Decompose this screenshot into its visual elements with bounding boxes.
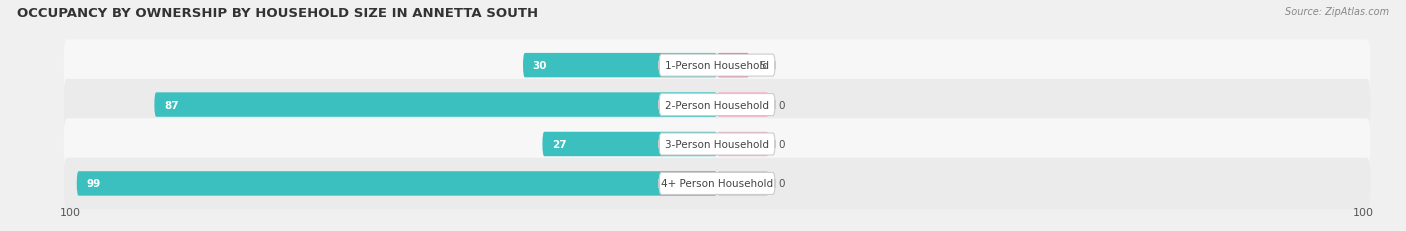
FancyBboxPatch shape (659, 134, 775, 155)
FancyBboxPatch shape (659, 55, 775, 77)
FancyBboxPatch shape (63, 119, 1371, 170)
Text: 87: 87 (165, 100, 179, 110)
FancyBboxPatch shape (717, 171, 769, 196)
FancyBboxPatch shape (659, 94, 775, 116)
FancyBboxPatch shape (717, 54, 749, 78)
FancyBboxPatch shape (63, 158, 1371, 209)
Text: OCCUPANCY BY OWNERSHIP BY HOUSEHOLD SIZE IN ANNETTA SOUTH: OCCUPANCY BY OWNERSHIP BY HOUSEHOLD SIZE… (17, 7, 538, 20)
Text: 30: 30 (533, 61, 547, 71)
Text: 4+ Person Household: 4+ Person Household (661, 179, 773, 189)
Text: 1-Person Household: 1-Person Household (665, 61, 769, 71)
FancyBboxPatch shape (63, 79, 1371, 131)
Text: 99: 99 (86, 179, 101, 189)
FancyBboxPatch shape (659, 173, 775, 195)
FancyBboxPatch shape (155, 93, 717, 117)
Text: 0: 0 (779, 139, 785, 149)
Text: Source: ZipAtlas.com: Source: ZipAtlas.com (1285, 7, 1389, 17)
FancyBboxPatch shape (717, 93, 769, 117)
FancyBboxPatch shape (77, 171, 717, 196)
FancyBboxPatch shape (543, 132, 717, 157)
Text: 0: 0 (779, 179, 785, 189)
FancyBboxPatch shape (717, 132, 769, 157)
Text: 2-Person Household: 2-Person Household (665, 100, 769, 110)
FancyBboxPatch shape (523, 54, 717, 78)
Text: 5: 5 (759, 61, 766, 71)
Text: 27: 27 (553, 139, 567, 149)
FancyBboxPatch shape (63, 40, 1371, 91)
Text: 3-Person Household: 3-Person Household (665, 139, 769, 149)
Text: 0: 0 (779, 100, 785, 110)
